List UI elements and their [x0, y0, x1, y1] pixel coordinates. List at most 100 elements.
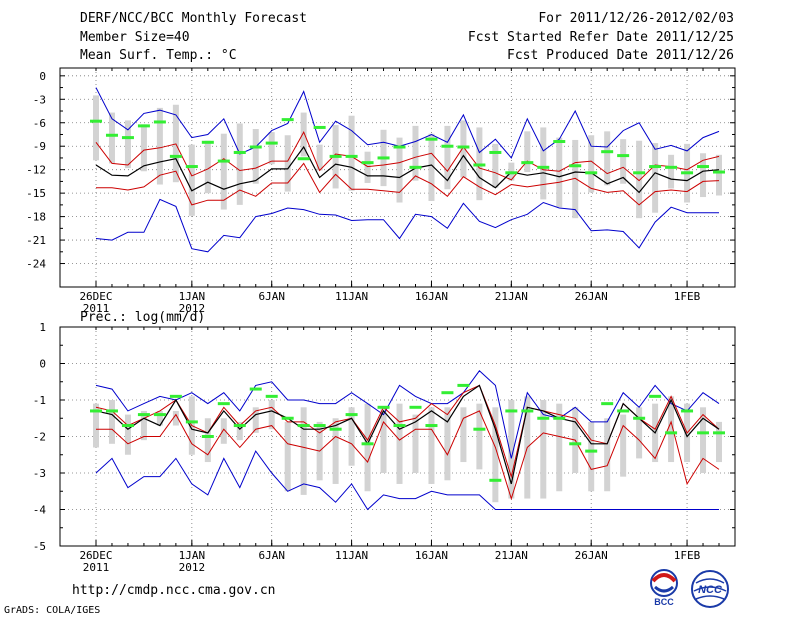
ncc-logo: NCC: [691, 570, 729, 608]
obs-bar: [140, 124, 147, 172]
x-tick-label: 21JAN: [495, 290, 528, 303]
obs-bar: [300, 407, 307, 495]
obs-bar: [476, 403, 483, 470]
obs-bar: [412, 414, 419, 473]
y-tick-label: -3: [33, 467, 46, 480]
obs-bar: [236, 123, 243, 205]
series-min-line: [95, 198, 719, 253]
ncc-logo-text: NCC: [698, 584, 723, 596]
source-url[interactable]: http://cmdp.ncc.cma.gov.cn: [72, 583, 276, 598]
series-mean-line: [95, 145, 720, 194]
obs-bar: [700, 407, 707, 473]
obs-bar: [300, 112, 307, 157]
obs-bar: [636, 407, 643, 459]
x-tick-label: 6JAN: [258, 549, 285, 562]
obs-bar: [332, 418, 339, 484]
obs-bar: [700, 153, 707, 198]
series-lower-line: [96, 410, 720, 501]
obs-bar: [540, 400, 547, 499]
obs-bar: [172, 410, 179, 426]
y-tick-label: 0: [39, 70, 46, 83]
x-tick-label: 1FEB: [674, 549, 701, 562]
obs-bar: [668, 154, 675, 189]
panel-title: Prec.: log(mm/d): [80, 310, 205, 325]
obs-bar: [284, 421, 291, 492]
obs-bar: [444, 125, 451, 190]
obs-bar: [396, 137, 403, 203]
obs-bar: [588, 135, 595, 193]
header-title: DERF/NCC/BCC Monthly Forecast: [80, 11, 307, 26]
x-tick-label: 26JAN: [575, 290, 608, 303]
obs-bar: [188, 144, 195, 216]
y-tick-label: -21: [26, 234, 46, 247]
x-tick-label: 21JAN: [495, 549, 528, 562]
obs-bar: [140, 410, 147, 441]
series-mean-line: [95, 384, 720, 485]
series-min-line: [95, 450, 719, 511]
obs-bar: [380, 407, 387, 473]
obs-bar: [604, 131, 611, 186]
x-tick-label: 1JAN: [179, 290, 206, 303]
obs-bar: [460, 120, 467, 178]
series-max-line: [95, 87, 720, 159]
x-tick-year-label: 2012: [179, 302, 206, 315]
obs-bar: [636, 140, 643, 219]
obs-bar: [428, 133, 435, 201]
x-tick-year-label: 2012: [179, 561, 206, 574]
series-lower-line: [96, 162, 720, 206]
y-tick-label: -15: [26, 187, 46, 200]
obs-bar: [108, 112, 115, 164]
header-member-size: Member Size=40: [80, 30, 190, 45]
obs-bar: [364, 151, 371, 183]
obs-bar: [236, 421, 243, 441]
x-tick-label: 26DEC: [79, 290, 112, 303]
obs-bar: [668, 396, 675, 463]
obs-bar: [444, 407, 451, 481]
obs-bar: [124, 120, 131, 169]
obs-bar: [620, 139, 627, 184]
y-tick-label: -3: [33, 93, 46, 106]
y-tick-label: 0: [39, 358, 46, 371]
obs-bar: [268, 132, 275, 165]
obs-bar: [604, 418, 611, 492]
obs-bar: [556, 403, 563, 492]
y-tick-label: -24: [26, 258, 46, 271]
obs-bar: [268, 400, 275, 430]
obs-bar: [284, 135, 291, 192]
x-tick-label: 1FEB: [674, 290, 701, 303]
obs-bar: [492, 407, 499, 503]
bcc-logo: BCC: [650, 569, 678, 607]
obs-bar: [716, 421, 722, 463]
x-tick-label: 11JAN: [335, 290, 368, 303]
obs-bar: [348, 407, 355, 466]
x-tick-label: 11JAN: [335, 549, 368, 562]
obs-bar: [156, 107, 163, 185]
header-variable: Mean Surf. Temp.: °C: [80, 48, 237, 63]
obs-bar: [652, 143, 659, 213]
y-tick-label: -4: [33, 504, 47, 517]
obs-bar: [220, 418, 227, 444]
obs-bar: [124, 414, 131, 455]
y-tick-label: -2: [33, 431, 46, 444]
obs-bar: [156, 410, 163, 426]
obs-bar: [556, 137, 563, 208]
obs-bar: [588, 421, 595, 492]
obs-bar: [572, 139, 579, 219]
header-start-date: Fcst Started Refer Date 2011/12/25: [467, 30, 734, 45]
obs-bar: [492, 143, 499, 188]
y-tick-label: 1: [39, 321, 46, 334]
bcc-logo-text: BCC: [654, 597, 674, 607]
obs-bar: [716, 154, 722, 196]
header-produced-date: Fcst Produced Date 2011/12/26: [507, 48, 734, 63]
x-tick-label: 26JAN: [575, 549, 608, 562]
y-tick-label: -6: [33, 117, 46, 130]
obs-bar: [348, 115, 355, 191]
x-tick-label: 16JAN: [415, 549, 448, 562]
obs-bar: [204, 418, 211, 463]
x-tick-label: 6JAN: [258, 290, 285, 303]
obs-bar: [620, 414, 627, 477]
obs-bar: [252, 407, 259, 433]
obs-bar: [93, 95, 99, 161]
